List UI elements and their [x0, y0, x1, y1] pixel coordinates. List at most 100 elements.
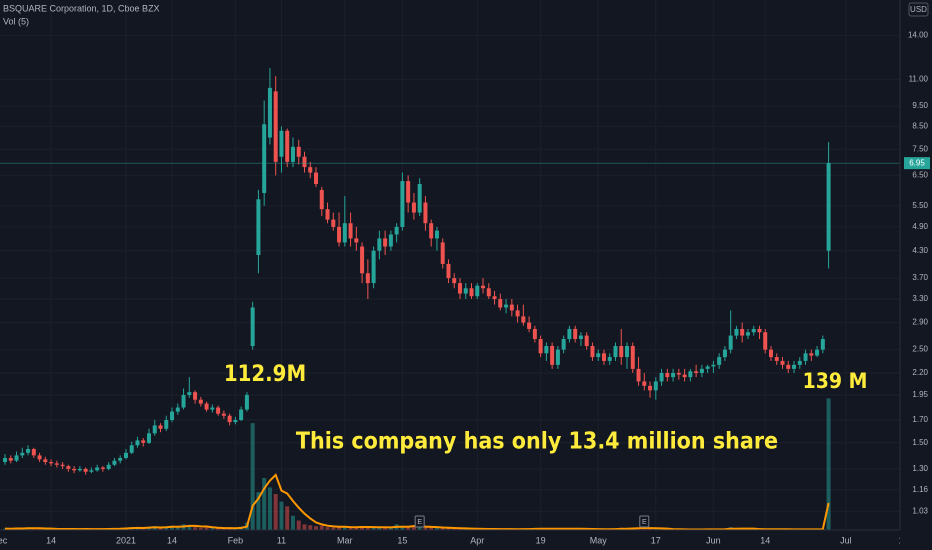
- candle-body: [648, 385, 653, 391]
- volume-bar: [348, 527, 353, 530]
- candle-body: [256, 199, 261, 256]
- y-tick-label: 1.95: [912, 390, 928, 399]
- candle-body: [809, 353, 814, 356]
- candle-body: [3, 458, 8, 463]
- y-tick-label: 14.00: [908, 31, 929, 40]
- volume-bar: [354, 527, 359, 530]
- x-tick-label: 15: [397, 535, 407, 545]
- volume-bar: [250, 423, 255, 530]
- candle-body: [728, 335, 733, 350]
- volume-bar: [158, 528, 163, 530]
- x-tick-label: Jul: [840, 535, 852, 545]
- x-tick-label: Jun: [706, 535, 721, 545]
- candle-body: [434, 230, 439, 239]
- candle-body: [481, 285, 486, 289]
- candle-body: [676, 372, 681, 375]
- candle-body: [527, 322, 532, 329]
- candle-body: [786, 364, 791, 369]
- candle-body: [308, 167, 313, 173]
- indicator-label: Vol (5): [3, 16, 29, 26]
- candle-body: [642, 381, 647, 386]
- y-tick-label: 7.50: [912, 144, 928, 153]
- candle-body: [590, 346, 595, 358]
- candle-body: [803, 353, 808, 361]
- volume-bar: [296, 520, 301, 530]
- volume-bar: [319, 525, 324, 530]
- candle-body: [475, 285, 480, 297]
- candle-body: [72, 468, 77, 471]
- candle-body: [198, 399, 203, 404]
- x-tick-label: 14: [46, 535, 56, 545]
- x-tick-label: 14: [760, 535, 770, 545]
- volume-bar: [273, 494, 278, 530]
- candle-body: [216, 407, 221, 414]
- volume-bar: [262, 477, 267, 530]
- currency: USD: [910, 5, 927, 14]
- candle-body: [740, 328, 745, 336]
- candle-body: [314, 172, 319, 184]
- candle-body: [469, 288, 474, 297]
- event-marker: [639, 515, 650, 528]
- y-tick-label: 1.30: [912, 464, 928, 473]
- y-tick-label: 1.16: [912, 485, 928, 494]
- candle-body: [262, 124, 267, 194]
- event-marker: [414, 515, 425, 528]
- candle-body: [757, 328, 762, 333]
- candle-body: [210, 407, 215, 410]
- candle-body: [354, 238, 359, 243]
- candle-body: [550, 346, 555, 365]
- candle-body: [89, 470, 94, 472]
- candle-body: [164, 419, 169, 429]
- candle-body: [584, 335, 589, 347]
- candle-body: [722, 349, 727, 358]
- y-tick-label: 9.50: [912, 101, 928, 110]
- volume-bar: [434, 528, 439, 530]
- volume-bar: [193, 527, 198, 530]
- candle-body: [400, 181, 405, 227]
- candle-body: [388, 234, 393, 247]
- candle-body: [279, 130, 284, 157]
- volume-bar: [37, 528, 42, 530]
- volume-bar: [198, 527, 203, 530]
- volume-bar: [429, 527, 434, 530]
- x-tick-label: 19: [536, 535, 546, 545]
- candle-body: [193, 392, 198, 400]
- volume-bar: [210, 528, 215, 530]
- candle-body: [417, 183, 422, 213]
- volume-bar: [170, 525, 175, 530]
- volume-bar: [463, 528, 468, 530]
- candle-body: [440, 242, 445, 264]
- volume-bar: [290, 515, 295, 530]
- y-tick-label: 5.50: [912, 201, 928, 210]
- candle-body: [273, 91, 278, 162]
- candle-body: [792, 364, 797, 369]
- candle-body: [613, 346, 618, 358]
- x-tick-label: Mar: [337, 535, 353, 545]
- candle-body: [826, 163, 831, 251]
- candle-body: [204, 403, 209, 410]
- candle-body: [601, 353, 606, 361]
- candle-body: [694, 371, 699, 373]
- candle-body: [653, 381, 658, 391]
- candle-body: [682, 374, 687, 378]
- candle-body: [221, 413, 226, 416]
- volume-bar: [648, 528, 653, 530]
- candle-body: [26, 448, 31, 453]
- volume-bar: [187, 525, 192, 530]
- candle-body: [66, 466, 71, 469]
- volume-bar: [279, 501, 284, 530]
- volume-bar: [411, 525, 416, 530]
- candle-body: [578, 335, 583, 340]
- volume-bar: [314, 526, 319, 530]
- candle-body: [95, 467, 100, 471]
- volume-bar: [302, 524, 307, 530]
- volume-bar: [377, 527, 382, 530]
- candle-body: [20, 452, 25, 456]
- candle-body: [43, 459, 48, 463]
- candle-body: [267, 87, 272, 138]
- y-tick-label: 4.30: [912, 246, 928, 255]
- candle-body: [239, 409, 244, 420]
- candle-body: [141, 440, 146, 443]
- candle-body: [820, 339, 825, 350]
